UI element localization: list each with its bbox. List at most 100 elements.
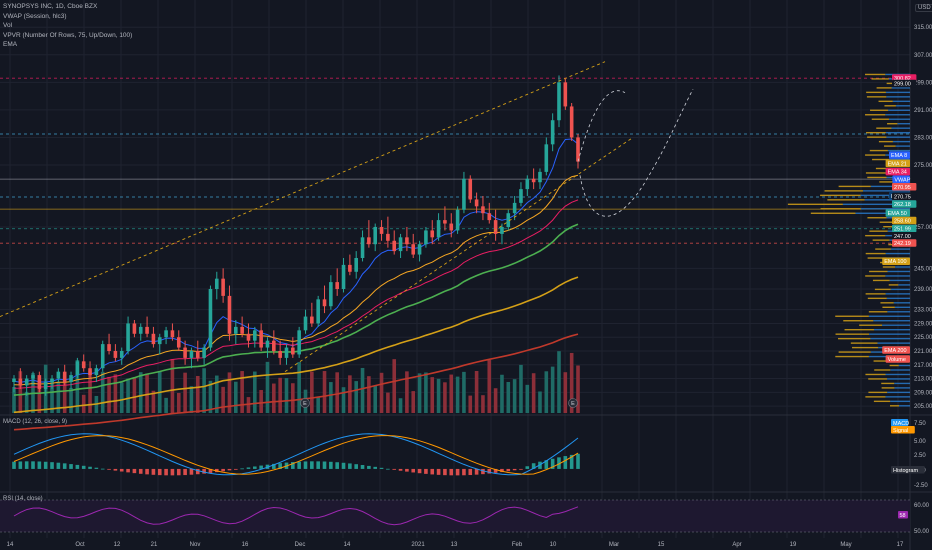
volume-bar [81,394,86,413]
vpvr-down-bar [827,199,865,201]
macd-histogram-bar [487,468,492,474]
legend-ema[interactable]: EMA [3,41,18,49]
volume-bar [424,372,428,413]
candles[interactable] [12,75,580,396]
legend-vwap[interactable]: VWAP (Session, hlc3) [3,12,67,20]
axis-price-tag-label: VWAP [894,177,910,183]
macd-histogram-bar [544,460,549,469]
vpvr-down-bar [874,288,891,291]
price-tick-label: 229.00 [914,321,932,327]
rsi-pane-label[interactable]: RSI (14, close) [3,496,43,502]
price-tick-label: 291.00 [914,108,932,114]
candle-body [265,340,270,348]
vpvr-down-bar [868,311,888,313]
rsi-tag [898,511,908,519]
vpvr-up-bar [890,369,910,371]
trend-drawings[interactable] [0,61,694,373]
macd-histogram-bar [373,466,378,469]
macd-histogram-bar [557,457,561,469]
time-tick-label: Mar [609,542,619,548]
volume-bar [481,395,485,413]
vpvr-down-bar [884,105,896,107]
time-tick-label: 13 [451,542,458,548]
macd-histogram-bar [405,468,409,472]
vpvr-up-bar [891,87,910,89]
signal-line [13,435,579,475]
projection-dip [579,89,694,217]
time-tick-label: 15 [658,542,665,548]
volume-bar [569,352,574,413]
axis-price-tag [892,200,917,208]
legend-vpvr[interactable]: VPVR (Number Of Rows, 75, Up/Down, 100) [3,31,133,39]
price-tick-label: 315.00 [914,25,932,31]
volume-bar [538,391,542,413]
candle-body [221,278,225,296]
macd-tick-label: -2.50 [914,483,928,489]
candle-body [367,237,371,245]
ema-34-line [13,199,579,389]
volume-bar [88,371,92,413]
chart-legend[interactable]: SYNOPSYS INC, 1D, Cboe BZX VWAP (Session… [3,2,132,50]
candle-body [430,230,435,238]
macd-histogram-bar [398,468,403,471]
macd-histogram-bar [246,467,251,469]
volume-bar [284,378,289,413]
macd-histogram-bar [360,465,365,469]
ema-lines [13,138,579,431]
legend-vol[interactable]: Vol [3,22,13,30]
axis-price-tag-label: EMA 21 [888,161,907,167]
macd-histogram-bar [481,468,485,475]
candle-body [43,382,48,389]
macd-histogram-bar [341,462,346,469]
vpvr-down-bar [865,252,886,255]
volume-bar [56,381,61,413]
candle-body [75,361,80,376]
candle-body [519,189,523,203]
vpvr-down-bar [875,248,891,250]
candle-body [405,237,409,245]
macd-pane-label[interactable]: MACD (12, 26, close, 9) [3,419,68,425]
candle-body [157,337,162,345]
volume-bar [24,391,29,413]
currency-badge[interactable]: USD [915,4,932,12]
volume-bar [113,374,118,413]
vpvr-up-bar [888,118,910,120]
candle-body [240,326,244,334]
vpvr-down-bar [868,391,888,394]
axis-price-tag-label: 270.95 [894,185,911,191]
macd-histogram-bar [151,468,156,475]
candle-body [170,330,175,338]
candle-body [50,378,54,382]
vpvr-up-bar [886,297,910,300]
price-tick-label: 257.00 [914,225,932,231]
macd-histogram-bar [253,466,257,469]
macd-histogram-bar [297,461,301,469]
axis-price-tag-label: Volume [888,357,906,363]
volume-bar [348,375,352,413]
rsi-pane[interactable] [0,499,910,533]
earnings-marker [300,398,310,408]
axis-price-tag [892,231,917,240]
vpvr-down-bar [859,324,883,326]
volume-bar [379,372,384,413]
macd-histogram-bar [107,468,111,470]
macd-histogram-bar [37,461,42,469]
candle-body [474,199,479,207]
volume-bar [373,385,378,413]
vpvr-up-bar [886,136,910,138]
candle-body [189,351,194,358]
vpvr-up-bar [877,342,910,344]
macd-histogram-bar [62,463,67,469]
vpvr-down-bar [844,328,875,331]
volume-bar [405,371,409,413]
earnings-marker [568,398,578,408]
legend-symbol[interactable]: SYNOPSYS INC, 1D, Cboe BZX [3,3,98,10]
volume-bar [525,384,530,413]
vpvr-down-bar [865,73,886,76]
vpvr-down-bar [838,351,871,353]
time-tick-label: 21 [151,542,158,548]
macd-pane[interactable] [12,433,580,476]
axes[interactable]: 315.00 307.00 299.00 291.00 283.00 275.00 257.… [7,25,932,548]
